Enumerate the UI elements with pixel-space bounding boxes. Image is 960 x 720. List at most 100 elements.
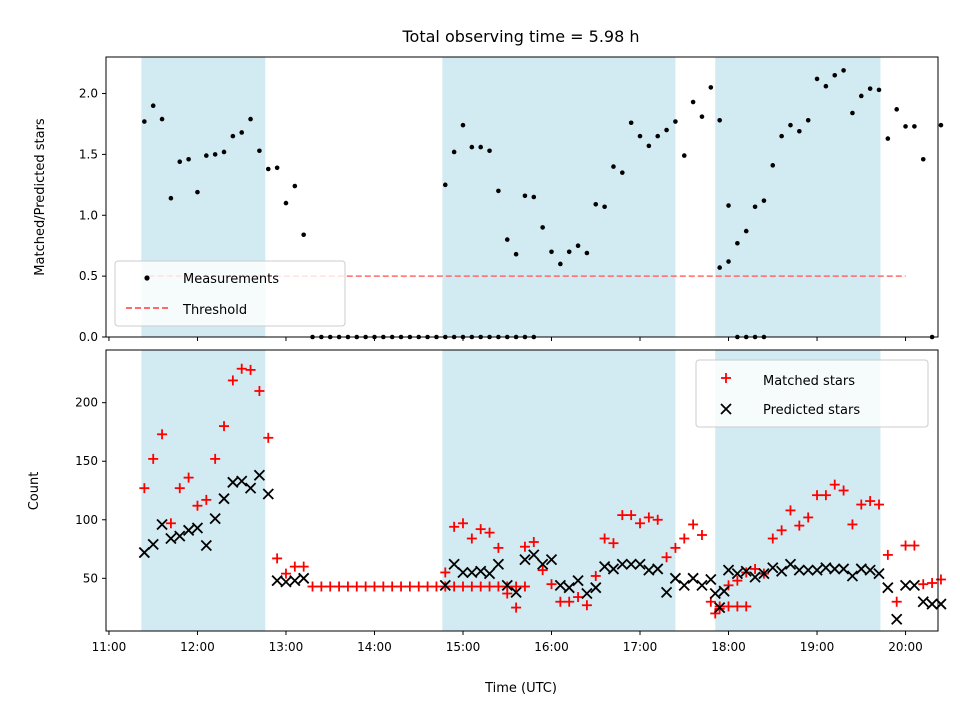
measurement-point (150, 103, 156, 108)
y-tick-label: 1.0 (79, 208, 98, 222)
predicted-star-point (590, 582, 602, 594)
measurement-point (673, 119, 678, 124)
measurement-point (646, 143, 652, 149)
predicted-star-point (262, 488, 274, 500)
measurement-point (265, 166, 271, 172)
measurement-point (858, 93, 864, 99)
predicted-star-point (253, 469, 266, 481)
observing-window (442, 350, 676, 631)
measurement-point (549, 249, 554, 255)
predicted-star-point (634, 558, 646, 570)
predicted-star-point (846, 570, 859, 582)
predicted-star-point (714, 601, 726, 614)
legend-cross (720, 403, 732, 415)
predicted-star-point (926, 598, 938, 610)
predicted-star-point (740, 565, 752, 577)
measurement-point (558, 261, 563, 267)
y-axis-label: Matched/Predicted stars (33, 118, 48, 276)
predicted-star-point (784, 558, 797, 570)
measurement-point (637, 133, 643, 139)
predicted-star-point (519, 553, 531, 566)
predicted-star-point (767, 562, 779, 574)
predicted-star-point (625, 558, 637, 570)
predicted-star-point (669, 572, 682, 584)
measurement-point (212, 152, 218, 157)
predicted-star-point (882, 582, 894, 594)
measurement-point (487, 148, 492, 154)
measurement-point (531, 194, 537, 200)
predicted-star-point (475, 565, 487, 577)
predicted-star-point (775, 565, 788, 577)
legend-marker-predicted (720, 403, 732, 415)
predicted-star-point (687, 572, 699, 584)
measurement-point (805, 118, 811, 123)
measurement-point (257, 148, 262, 154)
y-tick-label: 2.0 (79, 87, 98, 101)
predicted-star-point (660, 586, 673, 598)
x-axis-ticks (108, 337, 907, 341)
x-tick-label: 18:00 (711, 640, 746, 654)
predicted-star-point (731, 567, 744, 580)
x-tick-label: 16:00 (534, 640, 569, 654)
measurement-point (664, 127, 669, 133)
predicted-star-point (917, 596, 929, 608)
legend-label-threshold: Threshold (182, 303, 247, 318)
legend: Matched stars Predicted stars (695, 359, 929, 428)
measurement-point (230, 133, 236, 139)
predicted-star-point (298, 572, 310, 584)
predicted-star-point (191, 522, 204, 534)
y-tick-label: 150 (75, 454, 98, 468)
predicted-star-point (652, 563, 664, 575)
measurement-point (938, 122, 944, 128)
legend-label-matched: Matched stars (763, 374, 855, 389)
predicted-star-point (758, 567, 770, 580)
measurement-point (628, 120, 634, 126)
measurement-point (894, 107, 899, 112)
measurement-point (186, 156, 191, 162)
measurement-point (717, 118, 722, 123)
legend-marker-matched (721, 373, 731, 383)
measurement-point (283, 200, 289, 206)
legend-label-predicted: Predicted stars (763, 403, 860, 418)
predicted-star-point (563, 582, 575, 594)
legend-box (695, 359, 929, 428)
measurement-point (159, 116, 165, 122)
predicted-star-point (837, 563, 850, 575)
measurement-point (575, 243, 581, 248)
measurement-point (442, 182, 448, 188)
measurement-point (460, 122, 466, 128)
predicted-star-point (718, 585, 730, 597)
predicted-star-point (802, 564, 814, 576)
measurement-point (761, 198, 767, 203)
measurement-point (620, 170, 625, 175)
measurement-point (239, 130, 245, 135)
y-tick-label: 50 (83, 571, 98, 585)
predicted-star-point (572, 575, 584, 587)
measurement-point (522, 193, 528, 199)
predicted-star-point (899, 579, 912, 591)
measurement-point (221, 149, 227, 155)
y-axis: 0.0 0.5 1.0 1.5 2.0 (79, 87, 106, 344)
predicted-star-point (528, 549, 540, 561)
x-tick-label: 12:00 (180, 640, 215, 654)
predicted-star-point (829, 563, 841, 575)
x-tick-label: 20:00 (888, 640, 923, 654)
measurement-point (832, 72, 838, 78)
measurement-point (726, 259, 731, 264)
measurement-point (912, 124, 917, 129)
measurement-point (513, 251, 519, 257)
y-tick-label: 100 (75, 513, 98, 527)
predicted-star-point (510, 586, 522, 598)
measurement-point (752, 204, 758, 210)
predicted-star-point (457, 566, 469, 579)
measurement-point (867, 86, 873, 91)
observing-window (715, 57, 881, 337)
measurement-point (690, 99, 696, 105)
measurement-point (469, 144, 475, 150)
measurement-point (876, 87, 882, 93)
measurement-point (451, 149, 457, 155)
measurement-point (478, 144, 483, 150)
predicted-star-point (793, 564, 805, 576)
measurement-point (496, 188, 501, 194)
measurement-point (681, 153, 687, 158)
